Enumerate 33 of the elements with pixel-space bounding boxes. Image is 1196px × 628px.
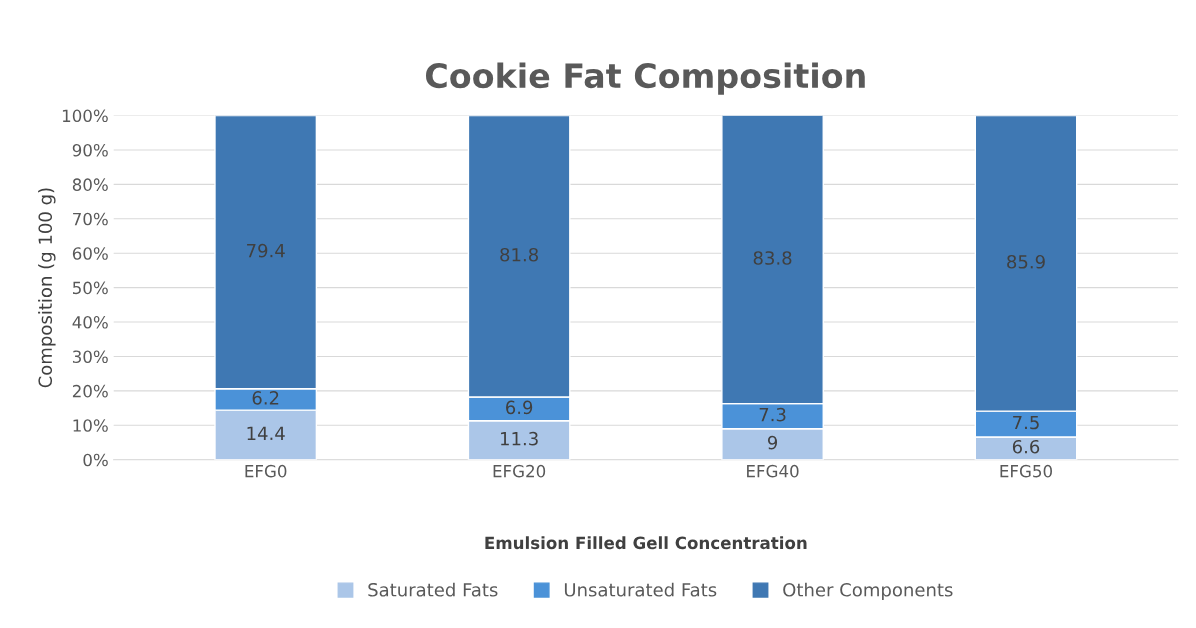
chart-title: Cookie Fat Composition — [425, 62, 865, 95]
y-tick-label: 90% — [72, 143, 108, 157]
data-label: 81.8 — [500, 247, 538, 262]
x-tick-label: EFG40 — [747, 464, 799, 478]
y-tick-label: 10% — [73, 419, 108, 432]
x-tick-label: EFG0 — [245, 464, 287, 478]
legend-label: Saturated Fats — [368, 582, 498, 597]
legend-label: Other Components — [783, 582, 953, 601]
y-tick-label: 100% — [62, 109, 108, 123]
data-label: 6.2 — [252, 391, 279, 405]
y-tick-label: 80% — [72, 178, 108, 191]
data-label: 14.4 — [247, 426, 285, 440]
data-label: 11.3 — [501, 431, 538, 446]
y-tick-label: 30% — [72, 350, 108, 364]
y-axis-title: Composition (g 100 g) — [38, 188, 56, 388]
y-tick-label: 70% — [73, 212, 108, 226]
data-label: 85.9 — [1007, 254, 1045, 269]
y-tick-label: 0% — [83, 453, 108, 467]
y-tick-label: 40% — [72, 316, 108, 329]
data-label: 6.9 — [506, 400, 533, 415]
legend-label: Unsaturated Fats — [564, 582, 717, 597]
x-tick-label: EFG50 — [1000, 464, 1053, 478]
y-tick-label: 20% — [72, 384, 108, 398]
x-axis-title: Emulsion Filled Gell Concentration — [485, 536, 807, 550]
y-tick-label: 60% — [72, 247, 108, 260]
data-label: 9 — [767, 435, 778, 450]
data-label: 83.8 — [753, 251, 792, 265]
data-label: 6.6 — [1012, 439, 1040, 454]
y-tick-label: 50% — [73, 281, 108, 295]
data-label: 7.5 — [1013, 415, 1039, 430]
x-tick-label: EFG20 — [493, 464, 546, 478]
data-label: 7.3 — [759, 407, 786, 422]
data-label: 79.4 — [247, 243, 285, 258]
